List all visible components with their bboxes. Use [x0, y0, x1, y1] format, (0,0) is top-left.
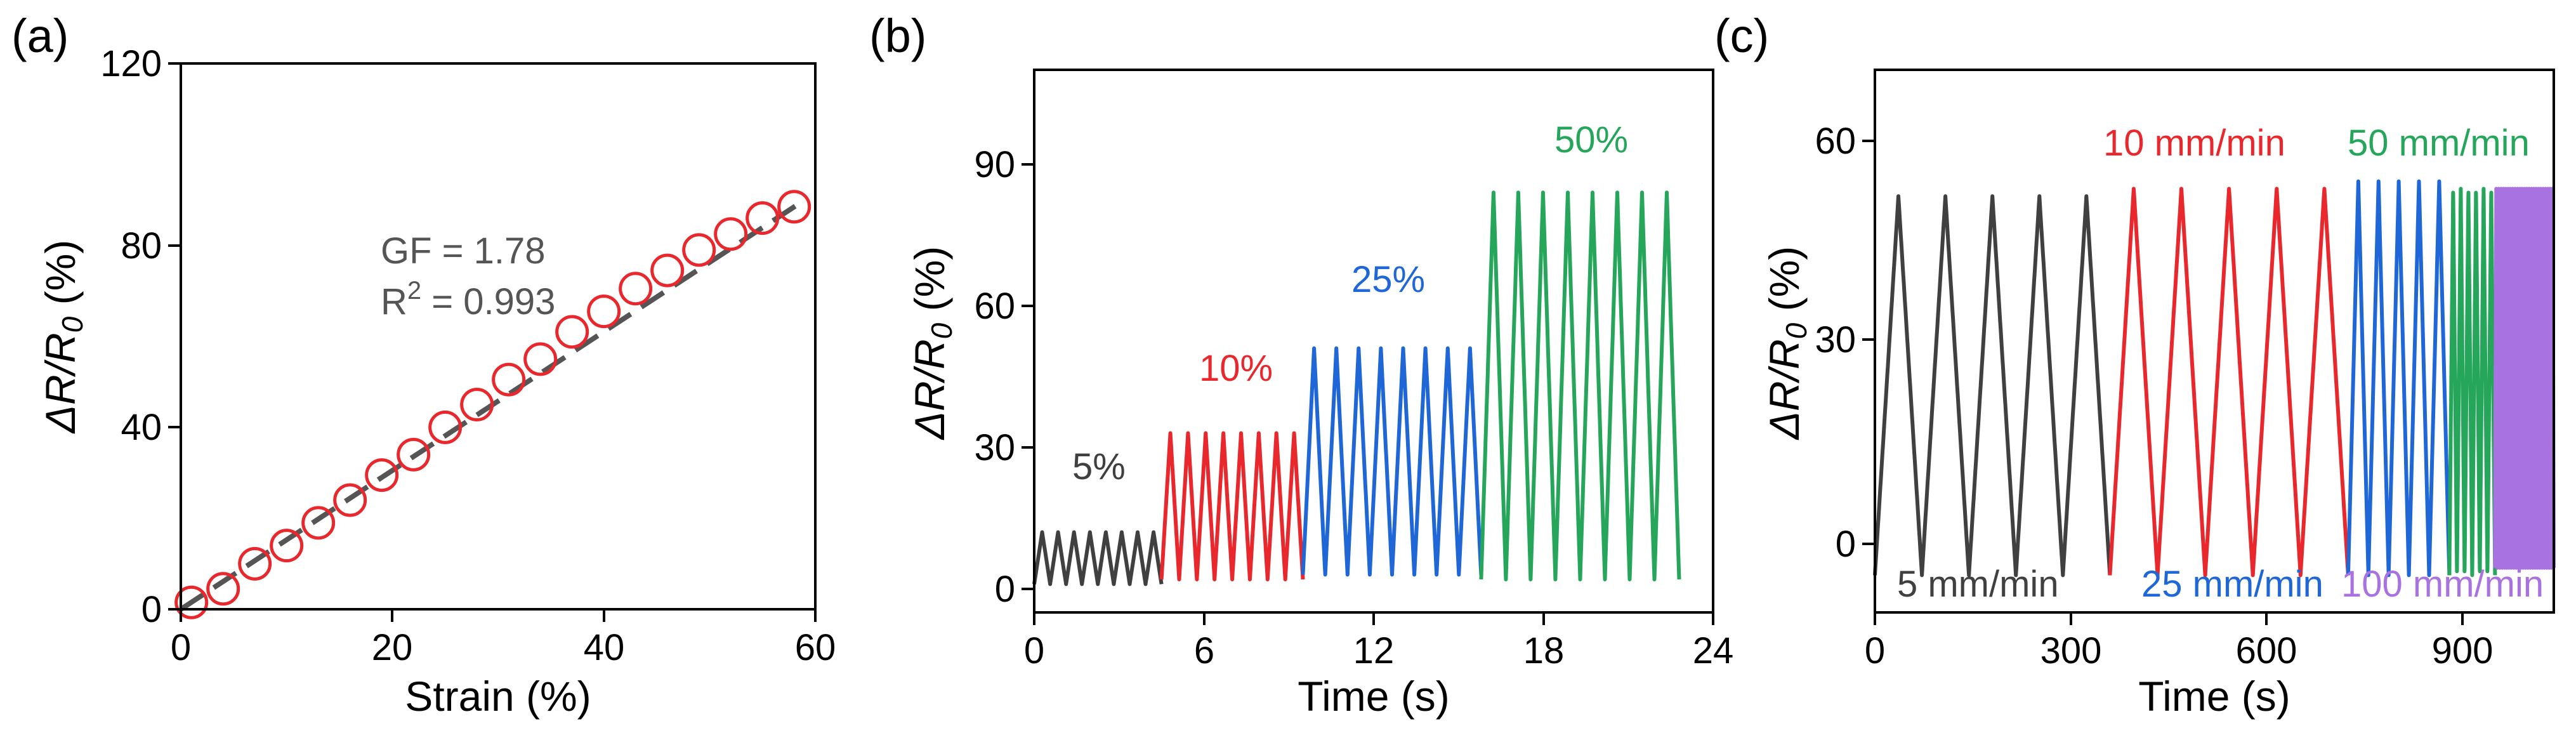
panel-a-label: (a) [11, 10, 69, 62]
panel-c-plot-area [1873, 179, 2556, 578]
panel-a-data-point [714, 217, 748, 251]
panel-a-data-point [619, 272, 653, 306]
panel-b-label-10pct: 10% [1199, 348, 1273, 389]
panel-c-x-ticks: 0 300 600 900 [1865, 612, 2494, 671]
panel-a-plot-area [174, 190, 812, 619]
panel-a-frame [180, 62, 817, 611]
panel-c-y-tick: 30 [1815, 319, 1856, 360]
panel-a-data-point [238, 546, 272, 581]
panel-b-x-title: Time (s) [1298, 673, 1450, 720]
panel-a-x-title: Strain (%) [405, 673, 591, 720]
panel-b-series-0 [1032, 530, 1164, 586]
panel-b-x-ticks: 0 6 12 18 24 [1024, 612, 1733, 671]
panel-a-data-point [333, 483, 367, 517]
panel-c-series-1 [2108, 187, 2350, 578]
panel-a-y-tick: 80 [121, 225, 162, 267]
panel-a-data-point [428, 410, 463, 444]
panel-c-y-title: ΔR/R0 (%) [1761, 246, 1813, 441]
panel-b-y-tick: 90 [974, 144, 1015, 185]
panel-a-x-tick: 20 [372, 627, 413, 668]
panel-c-x-tick: 600 [2236, 630, 2297, 671]
panel-c-frame [1874, 69, 2555, 614]
panel-c-y-tick: 0 [1836, 524, 1856, 565]
panel-a: (a) 0 20 40 60 0 40 80 120 Strain (%) ΔR… [11, 10, 836, 720]
panel-b: (b) 0 6 12 18 24 0 30 60 90 Time (s) ΔR/… [869, 10, 1733, 720]
panel-c-series-3 [2447, 187, 2497, 578]
panel-a-y-ticks: 0 40 80 120 [100, 43, 181, 630]
panel-c-series-2 [2346, 179, 2452, 578]
panel-a-data-point [650, 253, 685, 287]
panel-c-y-ticks: 0 30 60 [1815, 121, 1875, 565]
panel-a-x-tick: 40 [584, 627, 625, 668]
panel-a-r2-annotation: R2 = 0.993 [381, 277, 555, 322]
panel-b-x-tick: 18 [1523, 630, 1565, 671]
panel-a-data-point [746, 201, 780, 235]
panel-c: (c) 0 300 600 900 0 30 60 Time (s) ΔR/R0… [1714, 10, 2556, 720]
panel-c-label-25mm: 25 mm/min [2141, 564, 2323, 605]
panel-c-series-4 [2493, 187, 2556, 570]
panel-b-series-3 [1479, 190, 1681, 581]
panel-c-label-50mm: 50 mm/min [2348, 122, 2530, 164]
panel-b-y-tick: 0 [995, 569, 1015, 610]
panel-c-label-10mm: 10 mm/min [2103, 122, 2285, 164]
panel-a-gf-annotation: GF = 1.78 [381, 230, 546, 272]
panel-a-y-tick: 0 [141, 589, 162, 630]
panel-a-y-tick: 40 [121, 407, 162, 448]
panel-a-data-point [555, 315, 589, 349]
panel-b-label-5pct: 5% [1072, 446, 1126, 487]
panel-b-x-tick: 24 [1693, 630, 1734, 671]
panel-a-data-point [492, 362, 526, 397]
panel-c-series-0 [1873, 194, 2112, 578]
panel-a-x-tick: 60 [795, 627, 836, 668]
panel-a-data-point [777, 190, 812, 224]
panel-a-y-tick: 120 [100, 43, 162, 84]
panel-a-y-title: ΔR/R0 (%) [37, 240, 89, 435]
panel-a-data-point [206, 572, 240, 606]
panel-b-series-1 [1159, 431, 1305, 581]
panel-b-y-tick: 60 [974, 286, 1015, 327]
panel-a-data-point [523, 342, 558, 376]
panel-a-data-point [587, 294, 621, 329]
panel-a-x-ticks: 0 20 40 60 [171, 609, 836, 668]
panel-c-label-100mm: 100 mm/min [2341, 564, 2544, 605]
panel-b-y-tick: 30 [974, 427, 1015, 468]
panel-c-label: (c) [1714, 10, 1769, 62]
panel-a-data-point [174, 585, 209, 619]
panel-b-x-tick: 6 [1194, 630, 1214, 671]
panel-c-y-tick: 60 [1815, 121, 1856, 162]
panel-c-x-tick: 900 [2432, 630, 2494, 671]
panel-b-y-title: ΔR/R0 (%) [906, 246, 958, 441]
panel-b-label: (b) [869, 10, 926, 62]
panel-a-data-point [301, 506, 336, 540]
panel-b-x-tick: 0 [1024, 630, 1044, 671]
panel-c-label-5mm: 5 mm/min [1897, 564, 2059, 605]
panel-c-x-tick: 0 [1865, 630, 1885, 671]
panel-a-data-point [270, 529, 304, 563]
panel-b-plot-area [1032, 190, 1681, 586]
panel-b-label-50pct: 50% [1554, 119, 1628, 161]
panel-b-series-2 [1301, 346, 1483, 577]
panel-a-data-point [682, 233, 716, 267]
panel-c-x-title: Time (s) [2138, 673, 2290, 720]
panel-b-x-tick: 12 [1353, 630, 1395, 671]
panel-a-data-point [397, 437, 431, 472]
panel-a-data-point [460, 388, 494, 421]
panel-c-x-tick: 300 [2040, 630, 2102, 671]
panel-a-data-point [365, 458, 399, 492]
panel-b-y-ticks: 0 30 60 90 [974, 144, 1034, 610]
panel-a-x-tick: 0 [171, 627, 191, 668]
panel-b-label-25pct: 25% [1351, 259, 1425, 300]
